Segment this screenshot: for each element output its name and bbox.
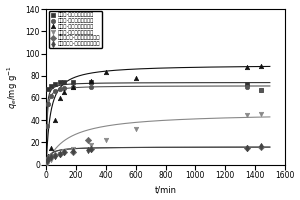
乙二辟-孔聚糖还原气凝胶 — [62, 81, 67, 84]
乙二辟-孔聚糖还原水凝胶 — [259, 89, 263, 92]
戊二辟-孔聚糖还原气凝胶 — [45, 157, 50, 161]
戊二辟-孔聚糖还原气凝胶 — [71, 85, 76, 88]
对苯二甲辟-孔聚糖还原水凝胶 — [53, 154, 58, 157]
戊二辟-孔聚糖还原水凝胶 — [48, 159, 53, 162]
乙二辟-孔聚糖还原水凝胶 — [88, 85, 93, 88]
对苯二甲辟-孔聚糖还原水凝胶 — [62, 151, 67, 154]
X-axis label: t/min: t/min — [154, 185, 176, 194]
戊二辟-孔聚糖还原水凝胶 — [53, 155, 58, 158]
乙二辟-孔聚糖还原气凝胶 — [88, 81, 93, 84]
戊二辟-孔聚糖还原水凝胶 — [45, 162, 50, 165]
对苯二甲辟-孔聚糖还原水凝胶 — [88, 147, 93, 151]
戊二辟-孔聚糖还原气凝胶 — [57, 96, 62, 100]
乙二辟-孔聚糖还原气凝胶 — [45, 102, 50, 105]
对苯二甲辟-孔聚糖还原水凝胶 — [245, 146, 250, 150]
对苯二甲辟-孔聚糖还原气凝胶 — [45, 156, 50, 160]
乙二辟-孔聚糖还原水凝胶 — [245, 85, 250, 88]
乙二辟-孔聚糖还原水凝胶 — [57, 87, 62, 91]
乙二辟-孔聚糖还原气凝胶 — [71, 81, 76, 84]
乙二辟-孔聚糖还原气凝胶 — [259, 89, 263, 92]
戊二辟-孔聚糖还原水凝胶 — [62, 150, 67, 153]
对苯二甲辟-孔聚糖还原气凝胶 — [71, 151, 76, 154]
乙二辟-孔聚糖还原水凝胶 — [45, 124, 50, 127]
戊二辟-孔聚糖还原水凝胶 — [71, 147, 76, 151]
乙二辟-孔聚糖还原气凝胶 — [245, 82, 250, 85]
戊二辟-孔聚糖还原水凝胶 — [57, 152, 62, 155]
对苯二甲辟-孔聚糖还原气凝胶 — [62, 151, 67, 154]
对苯二甲辟-孔聚糖还原水凝胶 — [45, 157, 50, 161]
乙二辟-孔聚糖还原水凝胶 — [45, 102, 50, 105]
戊二辟-孔聚糖还原水凝胶 — [103, 139, 108, 142]
戊二辟-孔聚糖还原水凝胶 — [245, 113, 250, 116]
对苯二甲辟-孔聚糖还原气凝胶 — [53, 153, 58, 156]
戊二辟-孔聚糖还原水凝胶 — [133, 127, 138, 131]
戊二辟-孔聚糖还原气凝胶 — [245, 65, 250, 68]
乙二辟-孔聚糖还原气凝胶 — [48, 84, 53, 87]
戊二辟-孔聚糖还原水凝胶 — [88, 143, 93, 146]
戊二辟-孔聚糖还原气凝胶 — [48, 146, 53, 150]
对苯二甲辟-孔聚糖还原气凝胶 — [259, 145, 263, 148]
戊二辟-孔聚糖还原气凝胶 — [45, 154, 50, 157]
戊二辟-孔聚糖还原气凝胶 — [88, 80, 93, 83]
对苯二甲辟-孔聚糖还原水凝胶 — [71, 150, 76, 153]
戊二辟-孔聚糖还原气凝胶 — [103, 71, 108, 74]
乙二辟-孔聚糖还原水凝胶 — [71, 85, 76, 88]
乙二辟-孔聚糖还原水凝胶 — [62, 86, 67, 90]
对苯二甲辟-孔聚糖还原气凝胶 — [48, 154, 53, 157]
乙二辟-孔聚糖还原水凝胶 — [53, 90, 58, 93]
戊二辟-孔聚糖还原气凝胶 — [62, 91, 67, 94]
戊二辟-孔聚糖还原水凝胶 — [259, 112, 263, 115]
Y-axis label: $q_e$/mg g$^{-1}$: $q_e$/mg g$^{-1}$ — [6, 65, 20, 109]
对苯二甲辟-孔聚糖还原水凝胶 — [85, 149, 90, 152]
Legend: 乙二辟-孔聚糖还原气凝胶, 乙二辟-孔聚糖还原水凝胶, 戊二辟-孔聚糖还原气凝胶, 戊二辟-孔聚糖还原水凝胶, 对苯二甲辟-孔聚糖还原气凝胶, 对苯二甲辟-孔聚: 乙二辟-孔聚糖还原气凝胶, 乙二辟-孔聚糖还原水凝胶, 戊二辟-孔聚糖还原气凝胶… — [49, 11, 102, 48]
戊二辟-孔聚糖还原气凝胶 — [259, 64, 263, 67]
对苯二甲辟-孔聚糖还原气凝胶 — [88, 147, 93, 151]
对苯二甲辟-孔聚糖还原气凝胶 — [85, 139, 90, 142]
对苯二甲辟-孔聚糖还原气凝胶 — [45, 159, 50, 162]
对苯二甲辟-孔聚糖还原气凝胶 — [245, 146, 250, 150]
对苯二甲辟-孔聚糖还原水凝胶 — [45, 160, 50, 163]
戊二辟-孔聚糖还原水凝胶 — [45, 161, 50, 164]
乙二辟-孔聚糖还原气凝胶 — [57, 81, 62, 84]
乙二辟-孔聚糖还原气凝胶 — [53, 82, 58, 85]
戊二辟-孔聚糖还原气凝胶 — [133, 76, 138, 80]
对苯二甲辟-孔聚糖还原水凝胶 — [48, 155, 53, 158]
对苯二甲辟-孔聚糖还原气凝胶 — [57, 152, 62, 155]
对苯二甲辟-孔聚糖还原水凝胶 — [259, 144, 263, 147]
戊二辟-孔聚糖还原气凝胶 — [53, 119, 58, 122]
对苯二甲辟-孔聚糖还原水凝胶 — [57, 152, 62, 155]
乙二辟-孔聚糖还原水凝胶 — [48, 94, 53, 97]
乙二辟-孔聚糖还原气凝胶 — [45, 87, 50, 91]
